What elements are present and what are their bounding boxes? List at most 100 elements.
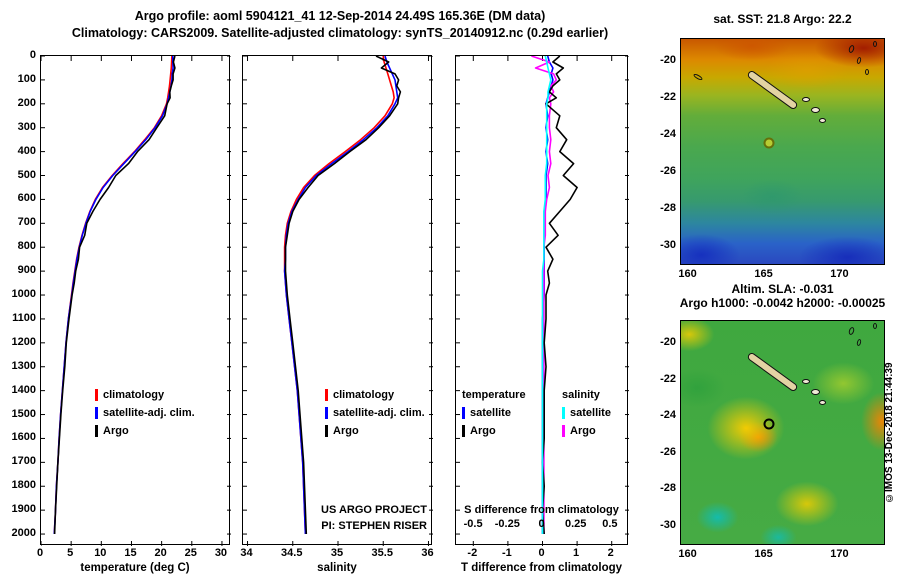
legend-label: satellite (570, 407, 611, 419)
x-tick-label: 15 (124, 547, 137, 559)
legend-entry: satellite-adj. clim. (325, 404, 425, 422)
y-tick-label: 1900 (11, 503, 36, 516)
legend-line-sample (95, 425, 98, 437)
y-tick-label: 500 (17, 168, 36, 181)
legend-entry: Argo (562, 422, 611, 440)
sla-map-lat-tick-labels: -20 -22 -24 -26 -28 -30 (648, 320, 676, 545)
map-lon-tick-label: 165 (754, 268, 773, 280)
title-line-1: Argo profile: aoml 5904121_41 12-Sep-201… (134, 9, 546, 23)
x-tick-label: 35 (330, 547, 344, 559)
legend-entry: climatology (95, 386, 195, 404)
new-caledonia-island (746, 351, 799, 393)
profile-line-argo (53, 56, 176, 535)
legend-header-salinity: salinity (562, 389, 600, 401)
loyalty-island (811, 107, 820, 113)
y-tick-label: 100 (17, 72, 36, 85)
project-credit: US ARGO PROJECT PI: STEPHEN RISER (321, 502, 427, 534)
vanuatu-island-outline (856, 338, 862, 347)
profile-line-satellite-adj-clim- (283, 56, 399, 535)
y-tick-label: 1700 (11, 455, 36, 468)
legend-label: satellite-adj. clim. (333, 407, 425, 419)
loyalty-island (819, 400, 826, 405)
map-lon-tick-label: 170 (830, 268, 849, 280)
y-tick-label: 1400 (11, 383, 36, 396)
loyalty-island (802, 97, 810, 102)
map-lon-tick-label: 165 (754, 548, 773, 560)
x-tick-label: 30 (214, 547, 228, 559)
legend-entry: satellite (562, 404, 611, 422)
y-tick-label: 600 (17, 192, 36, 205)
figure-title: Argo profile: aoml 5904121_41 12-Sep-201… (15, 8, 665, 42)
sla-title-line-2: Argo h1000: -0.0042 h2000: -0.00025 (679, 296, 886, 310)
legend-line-sample (325, 425, 328, 437)
map-lat-tick-label: -22 (660, 91, 676, 104)
map-lon-tick-label: 170 (830, 548, 849, 560)
x-tick-label: -1 (502, 547, 512, 559)
legend-entry: Argo (462, 422, 526, 440)
s-tick-label: 0.5 (602, 518, 618, 530)
s-tick-label: 0.25 (564, 518, 587, 530)
legend-line-sample (462, 425, 465, 437)
x-tick-label: 36 (421, 547, 434, 559)
x-tick-label: 10 (94, 547, 107, 559)
y-tick-label: 1200 (11, 335, 36, 348)
salinity-legend: climatology satellite-adj. clim. Argo (325, 386, 425, 440)
vanuatu-island-outline (865, 69, 869, 75)
x-tick-label: 0 (36, 547, 44, 559)
loyalty-island (802, 379, 810, 384)
temperature-x-tick-labels: 0 5 10 15 20 25 30 (36, 547, 230, 561)
temperature-axis-caption: temperature (deg C) (80, 562, 190, 574)
difference-panel: temperature satellite Argo salinity satel… (455, 55, 629, 546)
x-tick-label: 20 (154, 547, 167, 559)
x-tick-label: 34 (240, 547, 253, 559)
sst-map-lat-tick-labels: -20 -22 -24 -26 -28 -30 (648, 38, 676, 265)
sst-map-lon-tick-labels: 160 165 170 (678, 268, 885, 282)
profile-line-s-satellite (541, 56, 552, 534)
salinity-plot-area (243, 56, 433, 546)
y-tick-label: 400 (17, 144, 36, 157)
legend-label: climatology (333, 389, 395, 401)
x-tick-label: 34.5 (281, 547, 303, 559)
legend-line-sample (95, 407, 98, 419)
legend-line-sample (462, 407, 465, 419)
legend-entry: Argo (325, 422, 425, 440)
x-tick-label: 25 (184, 547, 197, 559)
map-lon-tick-label: 160 (678, 268, 697, 280)
map-lat-tick-label: -24 (660, 127, 676, 140)
y-tick-label: 700 (17, 216, 36, 229)
y-tick-label: 200 (17, 96, 36, 109)
sst-map-title: sat. SST: 21.8 Argo: 22.2 (713, 12, 852, 26)
s-difference-axis-label: S difference from climatology (464, 504, 619, 516)
new-caledonia-island (746, 69, 799, 111)
salinity-axis-caption: salinity (317, 562, 357, 574)
s-tick-label: 0 (538, 518, 545, 530)
x-tick-label: 35.5 (371, 547, 393, 559)
vanuatu-island-outline (847, 44, 856, 54)
y-tick-label: 1600 (11, 431, 36, 444)
s-difference-tick-labels: -0.5 -0.25 0 0.25 0.5 (456, 518, 627, 531)
imos-credit: ©IMOS 13-Dec-2018 21:44:39 (884, 362, 895, 504)
y-tick-label: 1800 (11, 479, 36, 492)
x-tick-label: 1 (573, 547, 580, 559)
vanuatu-island-outline (847, 326, 856, 336)
difference-legend-salinity: salinity satellite Argo (562, 386, 611, 440)
map-lat-tick-label: -22 (660, 372, 676, 385)
difference-legend-temperature: temperature satellite Argo (462, 386, 526, 440)
legend-entry: satellite-adj. clim. (95, 404, 195, 422)
sla-map (680, 320, 885, 545)
temperature-profile-panel: climatology satellite-adj. clim. Argo (40, 55, 231, 546)
legend-label: Argo (470, 425, 496, 437)
temperature-legend: climatology satellite-adj. clim. Argo (95, 386, 195, 440)
title-line-2: Climatology: CARS2009. Satellite-adjuste… (71, 26, 609, 40)
legend-entry: satellite (462, 404, 526, 422)
vanuatu-island-outline (856, 56, 862, 65)
x-tick-label: -2 (467, 547, 478, 559)
y-tick-label: 300 (17, 120, 36, 133)
map-lat-tick-label: -26 (660, 164, 676, 177)
legend-label: Argo (103, 425, 129, 437)
x-tick-label: 5 (67, 547, 74, 559)
loyalty-island (811, 389, 820, 395)
legend-entry: climatology (325, 386, 425, 404)
difference-x-tick-labels: -2 -1 0 1 2 (455, 547, 628, 561)
